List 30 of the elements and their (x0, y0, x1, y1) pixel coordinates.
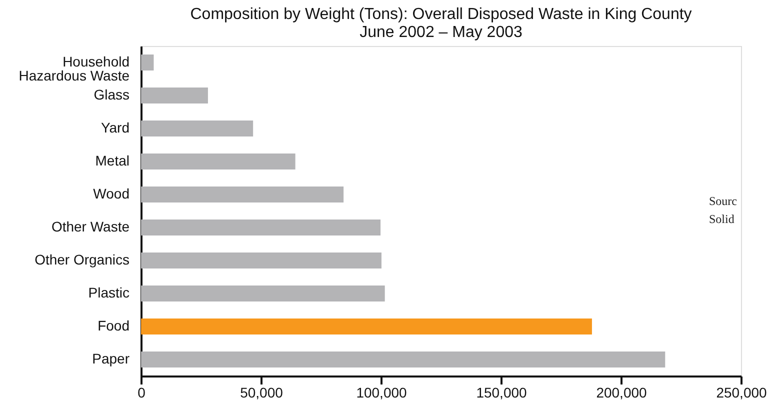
x-tick-label: 250,000 (716, 384, 768, 400)
annotation: Sourc (709, 194, 737, 208)
chart-title: Composition by Weight (Tons): Overall Disposed Waste in King County (190, 6, 692, 23)
x-tick-label: 0 (138, 384, 146, 400)
x-tick-label: 50,000 (240, 384, 284, 400)
y-tick-label: Yard (100, 120, 130, 136)
annotation: Solid (709, 212, 734, 226)
bar (141, 352, 666, 368)
y-tick-label: Paper (92, 350, 130, 366)
bar (141, 54, 154, 70)
y-tick-label: Household Hazardous Waste (18, 54, 130, 84)
y-tick-label: Other Organics (34, 252, 130, 268)
x-tick-label: 200,000 (596, 384, 648, 400)
bar (141, 220, 381, 236)
bar (141, 252, 382, 268)
bar (141, 318, 592, 334)
chart-subtitle: June 2002 – May 2003 (360, 24, 522, 41)
y-tick-label: Wood (93, 186, 130, 202)
bar (141, 88, 208, 104)
bar (141, 186, 344, 202)
x-tick-label: 150,000 (476, 384, 528, 400)
y-tick-label: Plastic (88, 284, 130, 300)
x-tick-label: 100,000 (356, 384, 408, 400)
y-tick-label: Metal (95, 152, 130, 168)
y-tick-label: Food (98, 318, 130, 334)
y-tick-label: Other Waste (51, 218, 130, 234)
bar (141, 154, 296, 170)
bar (141, 286, 385, 302)
y-tick-label: Glass (94, 86, 130, 102)
bar (141, 120, 254, 136)
